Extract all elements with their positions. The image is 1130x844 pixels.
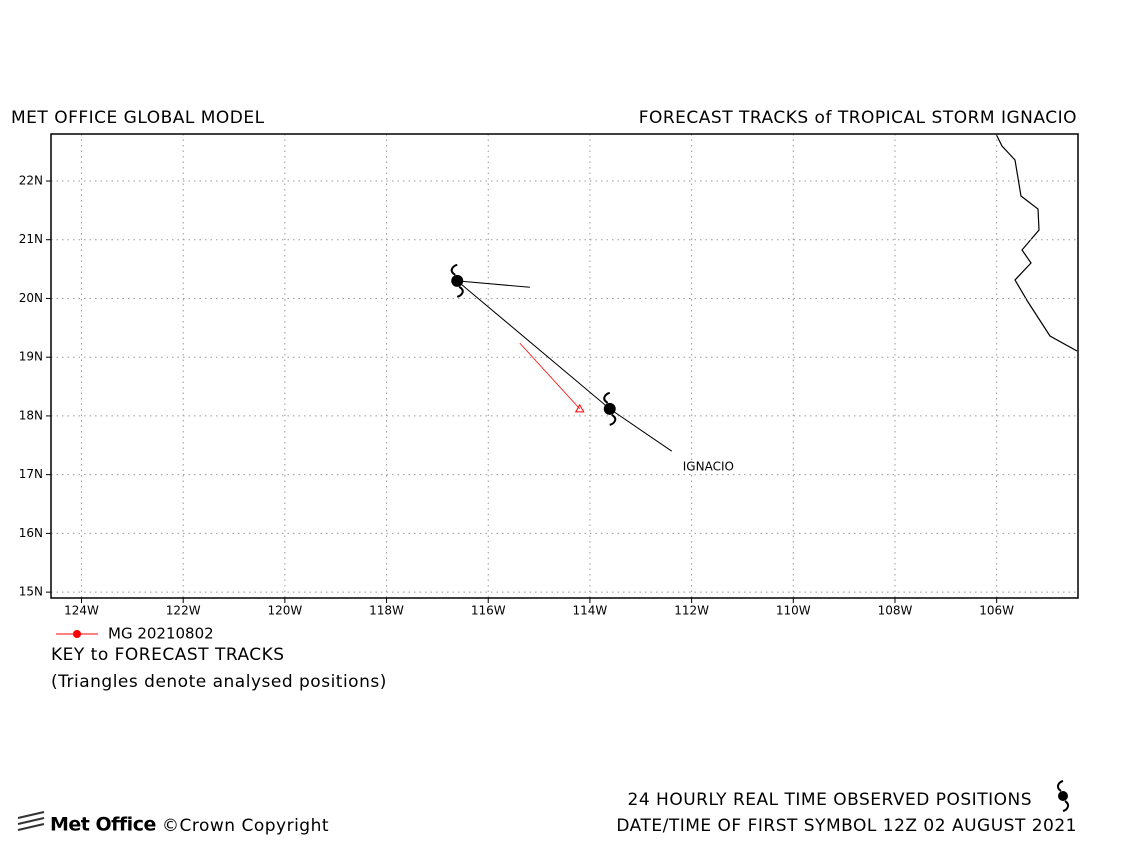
x-tick-label: 120W [267,604,302,618]
plot-frame [50,133,1079,599]
footer-line: 24 HOURLY REAL TIME OBSERVED POSITIONS [628,790,1032,810]
storm-symbol-key [1056,780,1070,812]
y-tick-label: 22N [19,173,43,187]
legend-dot [73,630,81,638]
title-left: MET OFFICE GLOBAL MODEL [11,108,265,128]
track-line [519,342,581,410]
y-tick-label: 15N [19,585,43,599]
track-line [455,280,673,452]
x-tick-label: 116W [471,604,506,618]
storm-core [603,402,616,415]
title-right: FORECAST TRACKS of TROPICAL STORM IGNACI… [639,108,1077,128]
y-tick-label: 17N [19,467,43,481]
track-label: IGNACIO [683,460,734,474]
logo-icon [17,811,45,831]
x-tick-label: 106W [979,604,1014,618]
x-tick-label: 122W [166,604,201,618]
x-tick-label: 112W [674,604,709,618]
y-tick-label: 21N [19,232,43,246]
storm-arms [450,263,464,298]
storm-core [451,274,464,287]
x-tick-label: 118W [369,604,404,618]
y-tick-label: 19N [19,350,43,364]
footer-line: DATE/TIME OF FIRST SYMBOL 12Z 02 AUGUST … [616,816,1077,836]
x-tick-label: 108W [878,604,913,618]
copyright: ©Crown Copyright [162,816,329,836]
storm-symbol [603,391,617,426]
y-tick-label: 16N [19,526,43,540]
y-tick-label: 18N [19,408,43,422]
storm-arms [603,391,617,426]
x-tick-label: 114W [573,604,608,618]
y-tick-label: 20N [19,291,43,305]
storm-symbol [450,263,464,298]
logo-text: Met Office [50,814,156,836]
coastline [995,133,1078,352]
key-note: (Triangles denote analysed positions) [51,672,387,692]
key-title: KEY to FORECAST TRACKS [51,645,285,665]
analysed-triangle [574,403,585,413]
x-tick-label: 124W [64,604,99,618]
legend-label: MG 20210802 [108,625,214,643]
x-tick-label: 110W [776,604,811,618]
